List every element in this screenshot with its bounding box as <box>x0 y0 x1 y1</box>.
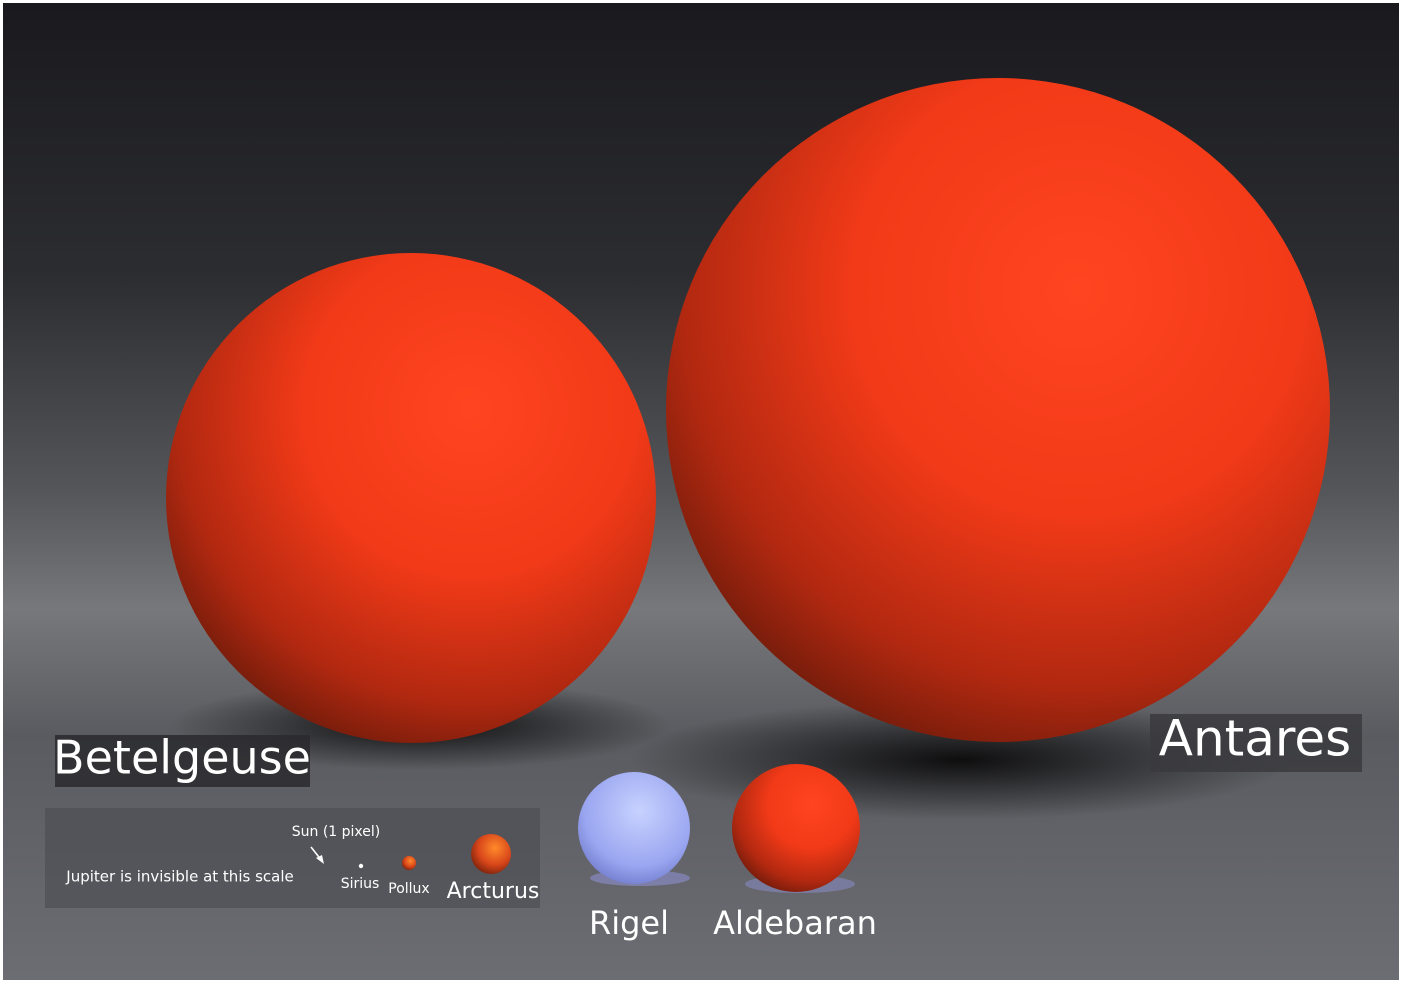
label-box <box>55 735 310 787</box>
star-pollux <box>402 856 416 870</box>
inset-box <box>45 808 540 908</box>
star-label: Sirius <box>341 876 380 892</box>
star-arcturus <box>471 834 511 874</box>
note: Jupiter is invisible at this scale <box>65 868 293 886</box>
star-label: Antares <box>1159 710 1351 768</box>
star-label: Aldebaran <box>713 904 877 942</box>
star-betelgeuse <box>166 253 656 743</box>
star-sirius <box>358 863 364 869</box>
note: Sun (1 pixel) <box>292 824 381 840</box>
star-label: Pollux <box>388 881 429 897</box>
star-rigel <box>578 772 690 884</box>
star-label: Arcturus <box>447 879 540 904</box>
star-aldebaran <box>732 764 860 892</box>
star-antares <box>666 78 1330 742</box>
label-box <box>1150 714 1362 772</box>
star-label: Betelgeuse <box>53 731 311 785</box>
arrow-head <box>316 855 324 864</box>
star-label: Rigel <box>589 904 669 942</box>
